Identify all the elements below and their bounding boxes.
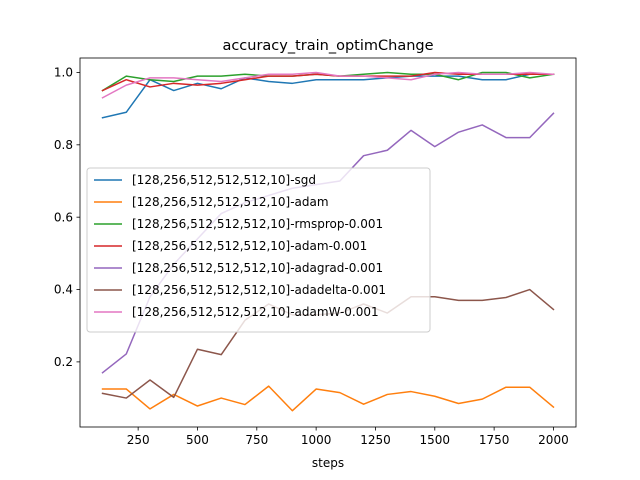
chart-title: accuracy_train_optimChange — [222, 38, 433, 54]
x-tick-label: 1250 — [360, 433, 391, 447]
legend-entry-6: [128,256,512,512,512,10]-adamW-0.001 — [132, 305, 379, 319]
x-tick-label: 1750 — [479, 433, 510, 447]
x-tick-label: 1500 — [420, 433, 451, 447]
x-tick-label: 2000 — [538, 433, 569, 447]
y-tick-label: 1.0 — [54, 66, 73, 80]
series-line-0 — [101, 73, 555, 119]
legend-entry-2: [128,256,512,512,512,10]-rmsprop-0.001 — [132, 217, 383, 231]
y-tick-label: 0.2 — [54, 355, 73, 369]
legend-entry-1: [128,256,512,512,512,10]-adam — [132, 195, 329, 209]
y-tick-label: 0.8 — [54, 138, 73, 152]
legend-entry-3: [128,256,512,512,512,10]-adam-0.001 — [132, 239, 367, 253]
legend-entry-0: [128,256,512,512,512,10]-sgd — [132, 173, 316, 187]
x-tick-label: 1000 — [301, 433, 332, 447]
x-axis-label: steps — [312, 456, 344, 470]
x-tick-label: 250 — [127, 433, 150, 447]
legend-entry-4: [128,256,512,512,512,10]-adagrad-0.001 — [132, 261, 383, 275]
legend-box — [86, 167, 431, 333]
series-line-6 — [101, 71, 555, 99]
plot-frame — [79, 57, 577, 428]
y-tick-label: 0.4 — [54, 283, 73, 297]
axes-layer: 250 500 750 1000 1250 1500 1750 2000 0.2 0.4 0.6 0.… — [54, 57, 577, 447]
legend-entry-5: [128,256,512,512,512,10]-adadelta-0.001 — [132, 283, 386, 297]
legend: [128,256,512,512,512,10]-sgd [128,256,512… — [86, 167, 431, 333]
series-line-1 — [101, 385, 555, 412]
x-tick-label: 750 — [245, 433, 268, 447]
x-tick-label: 500 — [186, 433, 209, 447]
y-tick-label: 0.6 — [54, 210, 73, 224]
